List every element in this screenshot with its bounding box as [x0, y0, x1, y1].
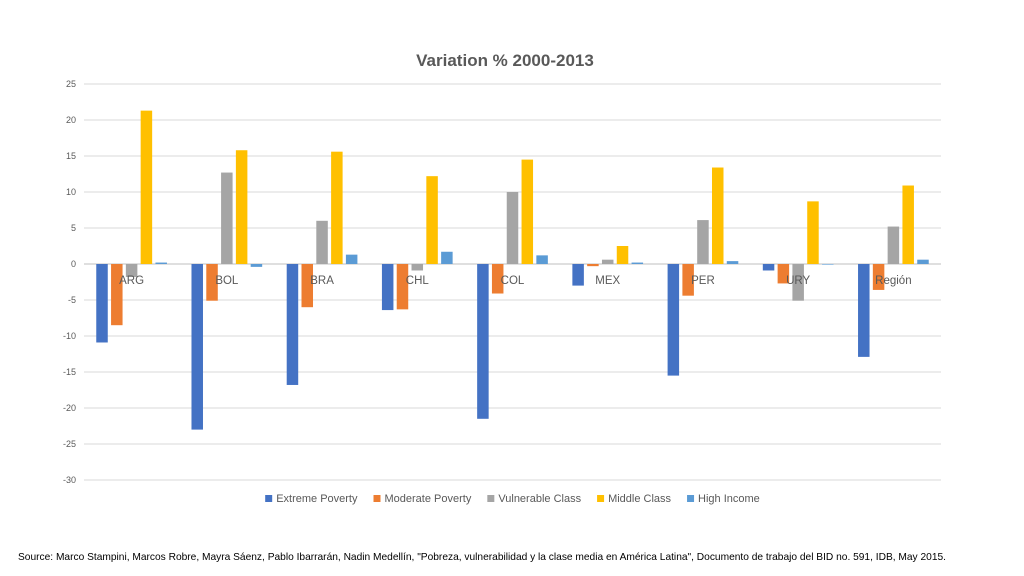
bar-arg-vulnerable-class [125, 264, 138, 277]
bar-col-high-income [536, 255, 548, 264]
category-label-ury: URY [786, 275, 810, 287]
y-tick-label: -10 [63, 331, 76, 341]
bar-col-middle-class [521, 159, 534, 264]
y-tick-label: -20 [63, 403, 76, 413]
bar-bra-high-income [345, 254, 358, 264]
category-label-col: COL [501, 275, 525, 287]
bar-per-high-income [726, 261, 739, 264]
legend-item-high-income: High Income [687, 493, 760, 505]
y-tick-label: 0 [71, 259, 76, 269]
category-labels: ARG BOL BRA CHL COL MEX PER URY Región [119, 275, 911, 287]
legend-label: Vulnerable Class [498, 493, 581, 505]
category-label-bra: BRA [310, 275, 334, 287]
bar-region-middle-class [902, 185, 914, 264]
legend-label: Middle Class [608, 493, 671, 505]
legend-swatch [265, 495, 273, 502]
bar-arg-extreme-poverty [96, 264, 108, 343]
bar-per-extreme-poverty [667, 264, 680, 376]
legend-item-middle-class: Middle Class [597, 493, 672, 505]
bar-arg-middle-class [140, 110, 153, 264]
bar-chl-extreme-poverty [381, 264, 394, 311]
bar-mex-middle-class [616, 246, 629, 264]
y-tick-label: 5 [71, 223, 76, 233]
y-tick-label: 15 [66, 151, 76, 161]
bar-ury-vulnerable-class [792, 264, 804, 301]
legend-swatch [687, 495, 695, 502]
bar-mex-extreme-poverty [572, 264, 584, 286]
bar-region-high-income [917, 259, 929, 264]
bar-bol-vulnerable-class [221, 172, 233, 264]
bar-bra-vulnerable-class [316, 220, 328, 264]
legend-swatch [597, 495, 605, 502]
bar-per-moderate-poverty [682, 264, 694, 296]
bar-chl-moderate-poverty [396, 264, 409, 310]
bar-per-middle-class [711, 167, 724, 264]
legend-item-moderate-poverty: Moderate Poverty [373, 493, 472, 505]
bar-bol-extreme-poverty [191, 264, 203, 430]
y-tick-label: -25 [63, 439, 76, 449]
legend-swatch [373, 495, 381, 502]
bar-bra-moderate-poverty [301, 264, 314, 308]
source-note: Source: Marco Stampini, Marcos Robre, Ma… [18, 552, 946, 563]
bar-col-moderate-poverty [491, 264, 504, 294]
legend-label: Moderate Poverty [385, 493, 472, 505]
bar-region-vulnerable-class [887, 226, 900, 264]
bar-mex-high-income [631, 262, 644, 264]
bar-chl-vulnerable-class [411, 264, 424, 271]
y-tick-label: -15 [63, 367, 76, 377]
bar-ury-extreme-poverty [762, 264, 775, 271]
bar-mex-moderate-poverty [587, 264, 599, 267]
bars [96, 110, 929, 430]
bar-region-moderate-poverty [872, 264, 885, 290]
chart-title: Variation % 2000-2013 [416, 51, 594, 70]
bar-ury-middle-class [807, 201, 819, 264]
bar-bra-middle-class [331, 151, 343, 264]
bar-arg-moderate-poverty [111, 264, 123, 326]
bar-chl-high-income [441, 251, 453, 264]
bar-region-extreme-poverty [858, 264, 870, 357]
category-label-mex: MEX [595, 275, 620, 287]
category-label-region: Región [875, 275, 911, 287]
y-tick-label: -30 [63, 475, 76, 485]
category-label-chl: CHL [406, 275, 430, 287]
bar-ury-high-income [822, 264, 834, 265]
legend-item-vulnerable-class: Vulnerable Class [487, 493, 582, 505]
y-tick-label: -5 [68, 295, 76, 305]
bar-arg-high-income [155, 262, 167, 264]
legend-swatch [487, 495, 495, 502]
bar-bol-middle-class [235, 150, 248, 264]
y-axis-ticks: 25 20 15 10 5 0 -5 -10 -15 -20 -25 -30 [63, 79, 76, 485]
bar-col-vulnerable-class [506, 192, 519, 264]
category-label-bol: BOL [215, 275, 239, 287]
category-label-arg: ARG [119, 275, 144, 287]
y-tick-label: 25 [66, 79, 76, 89]
bar-bol-moderate-poverty [206, 264, 218, 301]
bar-chl-middle-class [426, 176, 438, 264]
bar-mex-vulnerable-class [601, 259, 614, 264]
bar-col-extreme-poverty [477, 264, 489, 419]
legend: Extreme Poverty Moderate Poverty Vulnerabl… [265, 493, 760, 505]
legend-label: High Income [698, 493, 760, 505]
y-tick-label: 10 [66, 187, 76, 197]
legend-item-extreme-poverty: Extreme Poverty [265, 493, 358, 505]
y-tick-label: 20 [66, 115, 76, 125]
bar-per-vulnerable-class [697, 220, 709, 264]
bar-bra-extreme-poverty [286, 264, 299, 385]
category-label-per: PER [691, 275, 715, 287]
bar-bol-high-income [250, 264, 263, 267]
bar-ury-moderate-poverty [777, 264, 790, 284]
legend-label: Extreme Poverty [276, 493, 358, 505]
